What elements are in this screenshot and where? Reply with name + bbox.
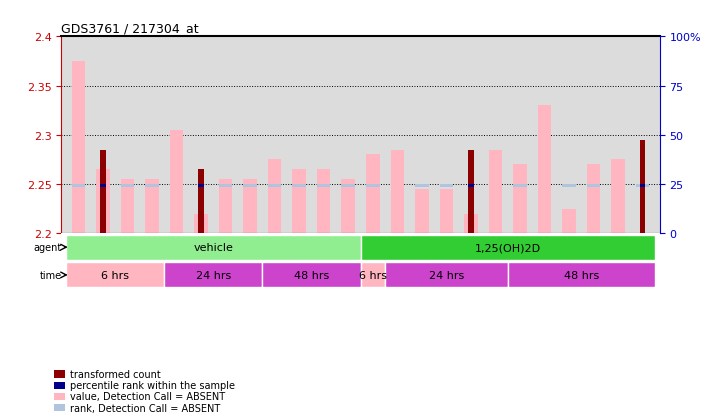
Bar xyxy=(293,185,306,188)
Text: 24 hrs: 24 hrs xyxy=(195,270,231,280)
Bar xyxy=(366,155,379,234)
Text: value, Detection Call = ABSENT: value, Detection Call = ABSENT xyxy=(69,392,225,401)
Bar xyxy=(164,263,262,288)
Bar xyxy=(170,131,183,234)
Bar xyxy=(562,185,575,188)
Bar xyxy=(342,180,355,234)
Bar xyxy=(262,263,360,288)
Bar xyxy=(317,170,330,234)
Bar xyxy=(636,185,650,188)
Bar xyxy=(385,263,508,288)
Bar xyxy=(464,214,477,234)
Bar xyxy=(66,263,164,288)
Bar xyxy=(342,185,355,188)
Bar xyxy=(219,180,232,234)
Bar xyxy=(489,150,502,234)
Bar xyxy=(198,185,204,188)
Bar xyxy=(146,185,159,188)
Bar xyxy=(71,62,85,234)
Bar xyxy=(198,170,204,234)
Bar xyxy=(468,150,474,234)
Bar xyxy=(611,160,625,234)
Text: percentile rank within the sample: percentile rank within the sample xyxy=(69,380,234,390)
Text: vehicle: vehicle xyxy=(193,242,234,252)
Bar xyxy=(244,180,257,234)
Bar xyxy=(120,185,134,188)
Text: 6 hrs: 6 hrs xyxy=(359,270,386,280)
Bar xyxy=(440,185,453,188)
Bar xyxy=(415,185,428,188)
Bar xyxy=(244,185,257,188)
Bar xyxy=(268,160,281,234)
Bar xyxy=(100,150,106,234)
Bar xyxy=(195,214,208,234)
Text: rank, Detection Call = ABSENT: rank, Detection Call = ABSENT xyxy=(69,403,220,413)
Bar xyxy=(120,180,134,234)
Text: 1,25(OH)2D: 1,25(OH)2D xyxy=(474,242,541,252)
Bar xyxy=(360,263,385,288)
Bar xyxy=(100,185,106,188)
Bar xyxy=(146,180,159,234)
Bar xyxy=(508,263,655,288)
Text: agent: agent xyxy=(33,242,62,252)
Bar xyxy=(640,185,645,188)
Text: 48 hrs: 48 hrs xyxy=(564,270,599,280)
Bar xyxy=(587,185,601,188)
Bar xyxy=(66,235,360,260)
Bar xyxy=(562,209,575,234)
Bar xyxy=(366,185,379,188)
Bar xyxy=(587,165,601,234)
Bar xyxy=(268,185,281,188)
Bar xyxy=(440,190,453,234)
Bar xyxy=(513,165,526,234)
Text: 24 hrs: 24 hrs xyxy=(429,270,464,280)
Bar xyxy=(391,150,404,234)
Bar xyxy=(96,170,110,234)
Bar xyxy=(71,185,85,188)
Bar xyxy=(53,393,65,400)
Bar xyxy=(53,404,65,411)
Text: GDS3761 / 217304_at: GDS3761 / 217304_at xyxy=(61,21,199,35)
Text: time: time xyxy=(40,270,62,280)
Bar xyxy=(53,370,65,378)
Bar xyxy=(468,185,474,188)
Text: 48 hrs: 48 hrs xyxy=(294,270,329,280)
Bar xyxy=(219,185,232,188)
Bar xyxy=(317,185,330,188)
Bar xyxy=(538,106,551,234)
Text: transformed count: transformed count xyxy=(69,369,160,379)
Bar xyxy=(360,235,655,260)
Text: 6 hrs: 6 hrs xyxy=(101,270,129,280)
Bar xyxy=(53,382,65,389)
Bar xyxy=(293,170,306,234)
Bar xyxy=(640,140,645,234)
Bar xyxy=(513,185,526,188)
Bar xyxy=(415,190,428,234)
